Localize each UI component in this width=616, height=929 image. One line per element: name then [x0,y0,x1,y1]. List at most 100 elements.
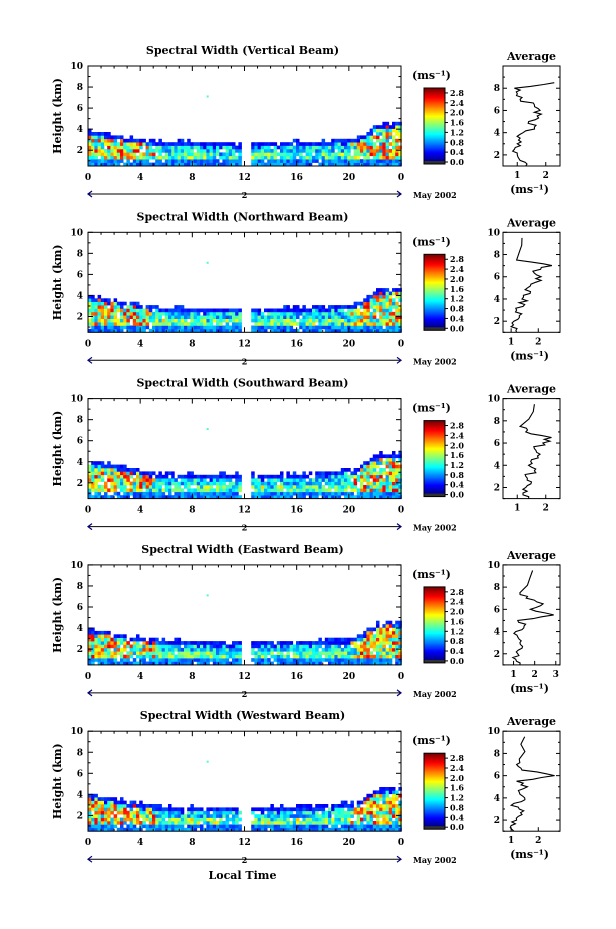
colorbar-segment [424,481,445,483]
heatmap-cell [91,322,95,326]
heatmap-cell [190,481,194,486]
heatmap-cell [331,471,335,476]
colorbar-segment [424,131,445,133]
heatmap-cell [161,311,166,316]
avg-y-tick-label: 6 [494,273,500,283]
heatmap-cell [136,491,140,496]
heatmap-cell [238,651,242,655]
heatmap-cell [376,658,380,662]
heatmap-cell [366,651,370,655]
heatmap-cell [264,491,268,496]
heatmap-cell [276,315,281,319]
heatmap-cell [356,800,361,805]
heatmap-cell [379,491,383,496]
x-tick-label: 8 [189,506,195,516]
heatmap-cell [385,827,390,832]
colorbar-segment [424,771,445,774]
heatmap-cell [344,471,348,476]
heatmap-cell [353,142,358,146]
y-tick-label: 10 [70,62,83,72]
heatmap-cell [283,162,287,167]
x-tick-label: 20 [343,173,356,183]
heatmap-cell [280,804,284,808]
heatmap-cell [145,817,150,822]
heatmap-cell [376,814,380,818]
heatmap-cell [366,634,370,638]
date-arrow-left [87,523,93,531]
heatmap-cell [196,149,201,153]
heatmap-cell [222,162,226,167]
heatmap-cell [168,821,172,825]
heatmap-cell [110,149,114,153]
heatmap-cell [142,308,146,313]
heatmap-cell [376,620,380,625]
heatmap-cell [190,318,194,323]
heatmap-cell [142,315,146,319]
heatmap-cell [91,145,95,150]
heatmap-cell [305,651,310,655]
avg-x-tick-label: 3 [553,670,559,680]
heatmap-cell [174,821,178,825]
avg-y-tick-label: 10 [487,395,500,405]
heatmap-cell [155,162,159,167]
heatmap-cell [264,821,268,825]
heatmap-cell [376,821,380,825]
colorbar-segment [424,431,445,434]
heatmap-cell [100,634,105,638]
colorbar-segment [424,806,445,808]
heatmap-cell [398,661,402,666]
heatmap-cell [238,155,242,160]
heatmap-cell [257,644,262,649]
colorbar-segment [424,256,445,259]
heatmap-cell [222,471,226,476]
heatmap-cell [289,149,294,153]
heatmap-cell [318,328,322,333]
heatmap-cell [209,807,214,812]
heatmap-cell [126,322,130,326]
heatmap-cell [212,824,217,829]
heatmap-cell [356,821,361,825]
heatmap-cell [196,641,201,645]
heatmap-cell [382,807,386,812]
heatmap-cell [161,325,166,330]
heatmap-cell [273,824,278,829]
colorbar-frame [423,87,446,165]
heatmap-cell [312,641,316,645]
heatmap-cell [113,305,118,309]
heatmap-cell [324,311,329,316]
heatmap-cell [392,149,396,153]
heatmap-cell [276,644,281,649]
heatmap-cell [324,481,329,486]
heatmap-cell [388,311,393,316]
heatmap-cell [139,827,143,832]
heatmap-cell [372,814,377,818]
heatmap-cell [203,814,207,818]
avg-y-tick-label: 6 [494,106,500,116]
heatmap-cell [139,814,143,818]
heatmap-cell [120,315,124,319]
heatmap-cell [190,478,194,482]
heatmap-cell [91,305,95,309]
heatmap-cell [228,162,233,167]
heatmap-cell [388,135,393,140]
heatmap-cell [209,149,214,153]
heatmap-cell [126,305,130,309]
heatmap-cell [142,155,146,160]
heatmap-cell [158,471,162,476]
heatmap-cell [180,315,185,319]
heatmap-cell [206,322,210,326]
colorbar-segment [424,589,445,591]
heatmap-cell [382,298,386,302]
heatmap-cell [388,325,393,330]
heatmap-cell [382,481,386,486]
heatmap-cell [209,308,214,313]
heatmap-cell [292,328,297,333]
heatmap-cell [337,308,342,313]
heatmap-cell [257,661,262,666]
heatmap-cell [206,594,209,597]
heatmap-cell [379,159,383,163]
heatmap-cell [385,145,390,150]
heatmap-cell [270,308,274,313]
heatmap-cell [366,488,370,493]
heatmap-cell [388,790,393,795]
